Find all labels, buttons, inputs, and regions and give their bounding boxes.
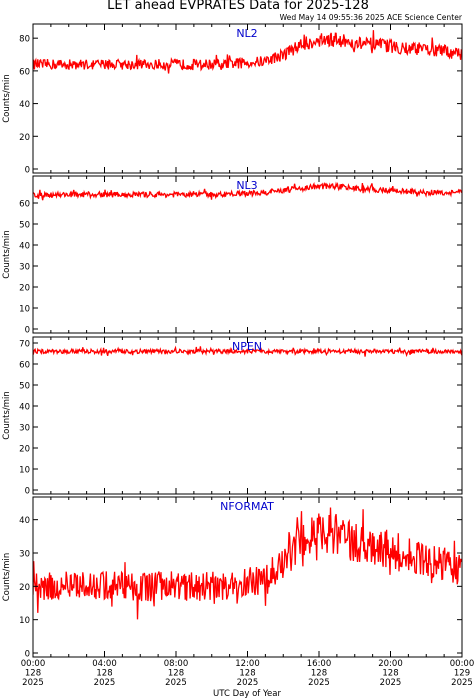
panel-label-nl3: NL3 — [236, 179, 257, 192]
x-tick-label-doy: 128 — [311, 669, 327, 679]
y-tick-label: 30 — [19, 550, 30, 560]
x-tick-label-time: 00:00 — [21, 659, 46, 669]
y-tick-label: 80 — [19, 35, 30, 45]
y-tick-label: 0 — [25, 326, 30, 336]
x-tick-label-year: 2025 — [308, 678, 330, 688]
x-tick-label-doy: 128 — [168, 669, 184, 679]
y-axis-label: Counts/min — [2, 391, 12, 440]
panel-label-npen: NPEN — [232, 340, 262, 353]
y-tick-label: 60 — [19, 361, 30, 371]
series-line-nl2 — [33, 30, 462, 74]
y-tick-label: 40 — [19, 516, 30, 526]
y-tick-label: 10 — [19, 466, 30, 476]
panel-label-nl2: NL2 — [236, 27, 257, 40]
x-tick-label-doy: 128 — [239, 669, 255, 679]
x-tick-label-time: 12:00 — [235, 659, 260, 669]
x-tick-label-time: 20:00 — [378, 659, 403, 669]
x-tick-label-doy: 128 — [25, 669, 41, 679]
x-axis-label: UTC Day of Year — [213, 689, 281, 699]
y-tick-label: 20 — [19, 583, 30, 593]
y-axis-label: Counts/min — [2, 553, 12, 602]
x-tick-label-time: 00:00 — [450, 659, 475, 669]
y-tick-label: 50 — [19, 382, 30, 392]
y-tick-label: 0 — [25, 166, 30, 176]
x-tick-label-year: 2025 — [237, 678, 259, 688]
y-tick-label: 60 — [19, 67, 30, 77]
panel-nl2: 0 20 40 60 80 Counts/min NL2 — [2, 23, 463, 176]
x-tick-label-doy: 129 — [454, 669, 470, 679]
y-axis-label: Counts/min — [2, 230, 12, 279]
y-tick-label: 50 — [19, 221, 30, 231]
timestamp-label: Wed May 14 09:55:36 2025 ACE Science Cen… — [280, 13, 463, 22]
x-tick-label-year: 2025 — [22, 678, 44, 688]
y-tick-label: 60 — [19, 200, 30, 210]
y-tick-label: 40 — [19, 403, 30, 413]
y-tick-label: 20 — [19, 133, 30, 143]
y-tick-label: 20 — [19, 445, 30, 455]
y-tick-label: 40 — [19, 242, 30, 252]
x-tick-label-time: 04:00 — [92, 659, 117, 669]
x-tick-label-time: 08:00 — [164, 659, 189, 669]
panels-group: 0 20 40 60 80 Counts/min NL2 0 10 20 30 40 50 60 Count… — [2, 23, 475, 688]
x-tick-label-year: 2025 — [451, 678, 473, 688]
y-tick-label: 10 — [19, 616, 30, 626]
y-tick-label: 20 — [19, 284, 30, 294]
panel-nl3: 0 10 20 30 40 50 60 Counts/min NL3 — [2, 175, 463, 336]
y-tick-label: 40 — [19, 100, 30, 110]
series-line-npen — [33, 345, 462, 358]
y-tick-label: 30 — [19, 263, 30, 273]
panel-npen: 0 10 20 30 40 50 60 70 Counts/min NPEN — [2, 336, 463, 497]
y-tick-label: 30 — [19, 424, 30, 434]
y-tick-label: 10 — [19, 305, 30, 315]
x-tick-label-doy: 128 — [382, 669, 398, 679]
series-line-nformat — [33, 507, 462, 620]
y-axis-label: Counts/min — [2, 74, 12, 123]
y-tick-label: 70 — [19, 340, 30, 350]
x-tick-label-year: 2025 — [165, 678, 187, 688]
x-tick-label-doy: 128 — [96, 669, 112, 679]
x-tick-label-year: 2025 — [94, 678, 116, 688]
x-tick-label-year: 2025 — [380, 678, 402, 688]
panel-nformat: 0 10 20 30 40 Counts/min NFORMAT — [2, 496, 463, 660]
series-line-nl3 — [33, 181, 462, 201]
figure-title: LET ahead EVPRATES Data for 2025-128 — [107, 0, 369, 13]
x-tick-label-time: 16:00 — [307, 659, 332, 669]
y-tick-label: 0 — [25, 487, 30, 497]
panel-label-nformat: NFORMAT — [220, 500, 274, 513]
y-tick-label: 0 — [25, 650, 30, 660]
